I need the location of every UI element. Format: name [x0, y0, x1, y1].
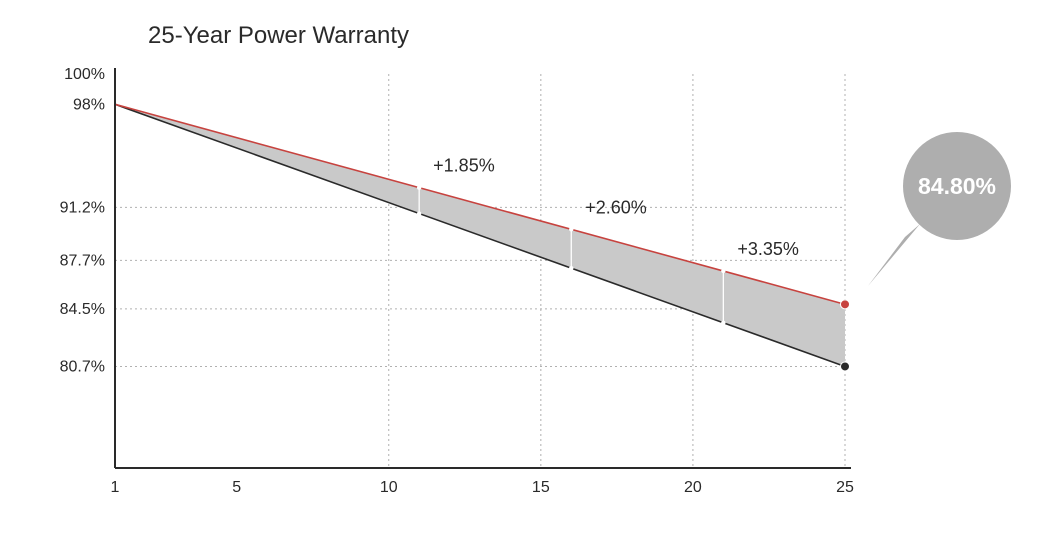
x-tick-label: 25 [836, 479, 854, 496]
chart-title: 25-Year Power Warranty [148, 22, 409, 50]
upper-end-marker [841, 300, 850, 309]
x-tick-label: 10 [380, 479, 398, 496]
x-tick-label: 15 [532, 479, 550, 496]
gap-label: +3.35% [737, 239, 799, 259]
y-tick-label: 84.5% [60, 301, 105, 318]
callout-text: 84.80% [918, 173, 996, 199]
x-tick-label: 5 [232, 479, 241, 496]
y-tick-label: 98% [73, 96, 105, 113]
gap-label: +2.60% [585, 197, 647, 217]
y-tick-label: 91.2% [60, 199, 105, 216]
y-tick-label: 80.7% [60, 358, 105, 375]
y-tick-label: 100% [64, 66, 105, 83]
gap-label: +1.85% [433, 156, 495, 176]
warranty-chart: +1.85%+2.60%+3.35%1510152025100%98%91.2%… [0, 0, 1060, 538]
lower-end-marker [841, 362, 850, 371]
y-tick-label: 87.7% [60, 252, 105, 269]
x-tick-label: 1 [111, 479, 120, 496]
x-tick-label: 20 [684, 479, 702, 496]
